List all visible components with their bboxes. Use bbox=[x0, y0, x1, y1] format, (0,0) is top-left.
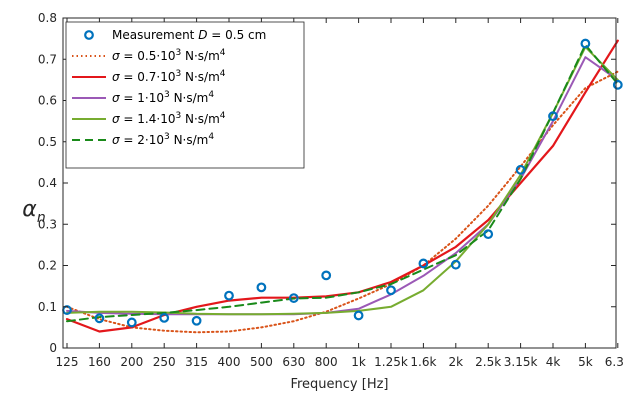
x-tick-label: 1k bbox=[351, 355, 366, 369]
y-tick-label: 0.6 bbox=[38, 94, 57, 108]
legend-box bbox=[65, 21, 305, 169]
measurement-point bbox=[321, 270, 332, 281]
legend-entry: σ = 1·103 N·s/m4 bbox=[112, 90, 214, 105]
x-tick-label: 160 bbox=[88, 355, 111, 369]
x-tick-label: 2k bbox=[449, 355, 464, 369]
x-tick-label: 250 bbox=[153, 355, 176, 369]
series-line bbox=[66, 43, 619, 323]
y-axis-subscript: n bbox=[37, 210, 46, 226]
x-tick-label: 125 bbox=[56, 355, 79, 369]
series-layer bbox=[62, 38, 623, 334]
x-tick-label: 1.6k bbox=[410, 355, 436, 369]
y-tick-label: 0 bbox=[49, 341, 57, 355]
y-tick-label: 0.5 bbox=[38, 135, 57, 149]
measurement-point bbox=[418, 258, 429, 269]
legend-entry: Measurement D = 0.5 cm bbox=[112, 28, 266, 42]
measurement-point bbox=[256, 282, 267, 293]
legend: Measurement D = 0.5 cm σ = 0.5·103 N·s/m4… bbox=[65, 21, 305, 169]
measurement-point bbox=[483, 229, 494, 240]
y-tick-label: 0.4 bbox=[38, 176, 57, 190]
y-tick-label: 0.3 bbox=[38, 217, 57, 231]
y-tick-label: 0.7 bbox=[38, 52, 57, 66]
y-tick-label: 0.8 bbox=[38, 11, 57, 25]
legend-entry: σ = 0.7·103 N·s/m4 bbox=[112, 69, 226, 84]
x-tick-label: 200 bbox=[120, 355, 143, 369]
y-axis-symbol: α bbox=[22, 197, 37, 222]
y-tick-label: 0.1 bbox=[38, 300, 57, 314]
x-tick-label: 2.5k bbox=[475, 355, 501, 369]
x-tick-label: 3.15k bbox=[504, 355, 538, 369]
x-tick-label: 4k bbox=[546, 355, 561, 369]
measurement-point bbox=[159, 312, 170, 323]
measurement-point bbox=[126, 317, 137, 328]
measurement-point bbox=[548, 111, 558, 122]
measurement-point bbox=[612, 79, 623, 90]
x-tick-label: 6.3k bbox=[605, 355, 623, 369]
measurement-point bbox=[94, 313, 105, 324]
x-tick-label: 800 bbox=[315, 355, 338, 369]
measurement-point bbox=[386, 285, 396, 296]
measurement-point bbox=[353, 310, 364, 321]
x-tick-label: 5k bbox=[578, 355, 593, 369]
x-axis: 125 160 200 250 315 400 500 630 800 1k 1.25k 1.6k 2k… bbox=[56, 18, 623, 369]
measurement-point bbox=[515, 164, 526, 175]
x-tick-label: 630 bbox=[282, 355, 305, 369]
measurement-point bbox=[450, 259, 461, 270]
y-axis-label: αn bbox=[22, 197, 45, 226]
x-axis-label: Frequency [Hz] bbox=[290, 377, 388, 392]
x-tick-label: 400 bbox=[218, 355, 241, 369]
measurement-point bbox=[288, 293, 299, 303]
x-tick-label: 1.25k bbox=[374, 355, 408, 369]
legend-entry: σ = 2·103 N·s/m4 bbox=[112, 132, 214, 147]
legend-marker bbox=[84, 30, 94, 40]
measurement-point bbox=[224, 290, 234, 301]
series-line bbox=[66, 70, 619, 334]
measurement-point bbox=[580, 38, 591, 49]
legend-entry: σ = 1.4·103 N·s/m4 bbox=[112, 111, 226, 126]
legend-entry: σ = 0.5·103 N·s/m4 bbox=[112, 48, 226, 63]
y-axis: 0 0.1 0.2 0.3 0.4 0.5 0.6 0.7 0.8 bbox=[38, 11, 616, 355]
measurement-point bbox=[191, 315, 202, 326]
x-tick-label: 500 bbox=[250, 355, 273, 369]
x-tick-label: 315 bbox=[185, 355, 208, 369]
y-tick-label: 0.2 bbox=[38, 259, 57, 273]
